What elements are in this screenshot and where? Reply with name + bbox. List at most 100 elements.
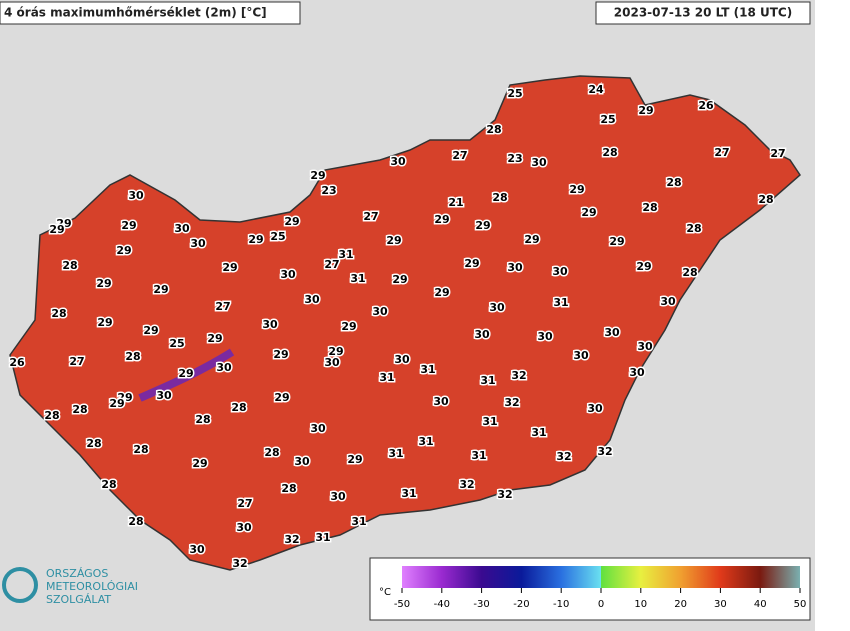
station-value: 31 bbox=[401, 487, 416, 500]
station-value: 30 bbox=[390, 155, 406, 168]
station-value: 31 bbox=[471, 449, 486, 462]
station-value: 29 bbox=[143, 324, 158, 337]
station-value: 30 bbox=[637, 340, 653, 353]
station-value: 29 bbox=[524, 233, 539, 246]
station-value: 26 bbox=[9, 356, 25, 369]
station-value: 31 bbox=[480, 374, 495, 387]
station-value: 30 bbox=[156, 389, 172, 402]
station-value: 28 bbox=[642, 201, 657, 214]
station-value: 28 bbox=[682, 266, 697, 279]
station-value: 30 bbox=[304, 293, 320, 306]
station-value: 30 bbox=[531, 156, 547, 169]
station-value: 28 bbox=[486, 123, 501, 136]
country-shape bbox=[9, 75, 801, 571]
colorbar-tick-label: -20 bbox=[513, 599, 529, 610]
station-value: 28 bbox=[44, 409, 59, 422]
station-value: 28 bbox=[125, 350, 140, 363]
station-value: 30 bbox=[660, 295, 676, 308]
station-value: 25 bbox=[270, 230, 285, 243]
station-value: 27 bbox=[714, 146, 729, 159]
station-value: 29 bbox=[207, 332, 222, 345]
station-value: 31 bbox=[379, 371, 394, 384]
logo-text: ORSZÁGOS bbox=[46, 567, 108, 580]
station-value: 30 bbox=[394, 353, 410, 366]
station-value: 29 bbox=[581, 206, 596, 219]
colorbar-tick-label: 20 bbox=[674, 599, 687, 610]
station-value: 29 bbox=[328, 345, 343, 358]
station-value: 29 bbox=[341, 320, 356, 333]
station-value: 31 bbox=[315, 531, 330, 544]
station-value: 29 bbox=[392, 273, 407, 286]
colorbar-tick-label: 30 bbox=[714, 599, 727, 610]
colorbar-tick-label: -40 bbox=[434, 599, 450, 610]
station-value: 29 bbox=[121, 219, 136, 232]
colorbar-tick-label: 10 bbox=[634, 599, 647, 610]
lake bbox=[138, 348, 235, 402]
station-value: 32 bbox=[597, 445, 612, 458]
station-value: 29 bbox=[569, 183, 584, 196]
station-value: 29 bbox=[96, 277, 111, 290]
station-value: 29 bbox=[116, 244, 131, 257]
station-value: 27 bbox=[324, 258, 339, 271]
station-value: 29 bbox=[347, 453, 362, 466]
colorbar-tick-label: 40 bbox=[754, 599, 767, 610]
station-value: 21 bbox=[448, 196, 463, 209]
station-value: 30 bbox=[507, 261, 523, 274]
station-value: 28 bbox=[264, 446, 279, 459]
station-value: 29 bbox=[222, 261, 237, 274]
station-value: 30 bbox=[189, 543, 205, 556]
logo-icon bbox=[2, 567, 38, 603]
station-value: 29 bbox=[178, 367, 193, 380]
station-value: 28 bbox=[72, 403, 87, 416]
station-value: 29 bbox=[274, 391, 289, 404]
station-value: 30 bbox=[190, 237, 206, 250]
station-value: 29 bbox=[284, 215, 299, 228]
station-value: 30 bbox=[552, 265, 568, 278]
station-value: 25 bbox=[169, 337, 184, 350]
station-value: 28 bbox=[602, 146, 617, 159]
station-value: 32 bbox=[232, 557, 247, 570]
station-value: 30 bbox=[629, 366, 645, 379]
colorbar-unit: °C bbox=[379, 587, 391, 598]
station-value: 29 bbox=[386, 234, 401, 247]
station-value: 28 bbox=[666, 176, 681, 189]
station-value: 29 bbox=[117, 391, 132, 404]
station-value: 23 bbox=[507, 152, 522, 165]
station-value: 30 bbox=[174, 222, 190, 235]
station-value: 32 bbox=[556, 450, 571, 463]
station-value: 30 bbox=[310, 422, 326, 435]
station-value: 23 bbox=[321, 184, 336, 197]
station-value: 28 bbox=[101, 478, 116, 491]
station-value: 29 bbox=[475, 219, 490, 232]
station-value: 28 bbox=[195, 413, 210, 426]
station-value: 31 bbox=[531, 426, 546, 439]
colorbar-tick-label: 0 bbox=[598, 599, 604, 610]
colorbar-tick-label: 50 bbox=[794, 599, 807, 610]
station-value: 32 bbox=[284, 533, 299, 546]
station-value: 27 bbox=[237, 497, 252, 510]
station-value: 31 bbox=[553, 296, 568, 309]
station-value: 29 bbox=[434, 286, 449, 299]
station-value: 30 bbox=[474, 328, 490, 341]
station-value: 29 bbox=[464, 257, 479, 270]
station-value: 31 bbox=[350, 272, 365, 285]
colorbar-tick-label: -50 bbox=[394, 599, 410, 610]
station-value: 30 bbox=[433, 395, 449, 408]
station-value: 29 bbox=[636, 260, 651, 273]
time-box bbox=[595, 1, 811, 25]
station-value: 27 bbox=[770, 147, 785, 160]
station-value: 30 bbox=[489, 301, 505, 314]
colorbar-tick-label: -30 bbox=[473, 599, 489, 610]
logo-text: METEOROLÓGIAI bbox=[46, 580, 138, 593]
station-value: 30 bbox=[324, 356, 340, 369]
station-value: 30 bbox=[604, 326, 620, 339]
station-value: 30 bbox=[573, 349, 589, 362]
station-value: 28 bbox=[62, 259, 77, 272]
station-value: 28 bbox=[492, 191, 507, 204]
station-value: 32 bbox=[459, 478, 474, 491]
station-value: 28 bbox=[758, 193, 773, 206]
station-value: 27 bbox=[69, 355, 84, 368]
station-value: 29 bbox=[109, 397, 124, 410]
station-value: 31 bbox=[351, 515, 366, 528]
station-value: 30 bbox=[262, 318, 278, 331]
